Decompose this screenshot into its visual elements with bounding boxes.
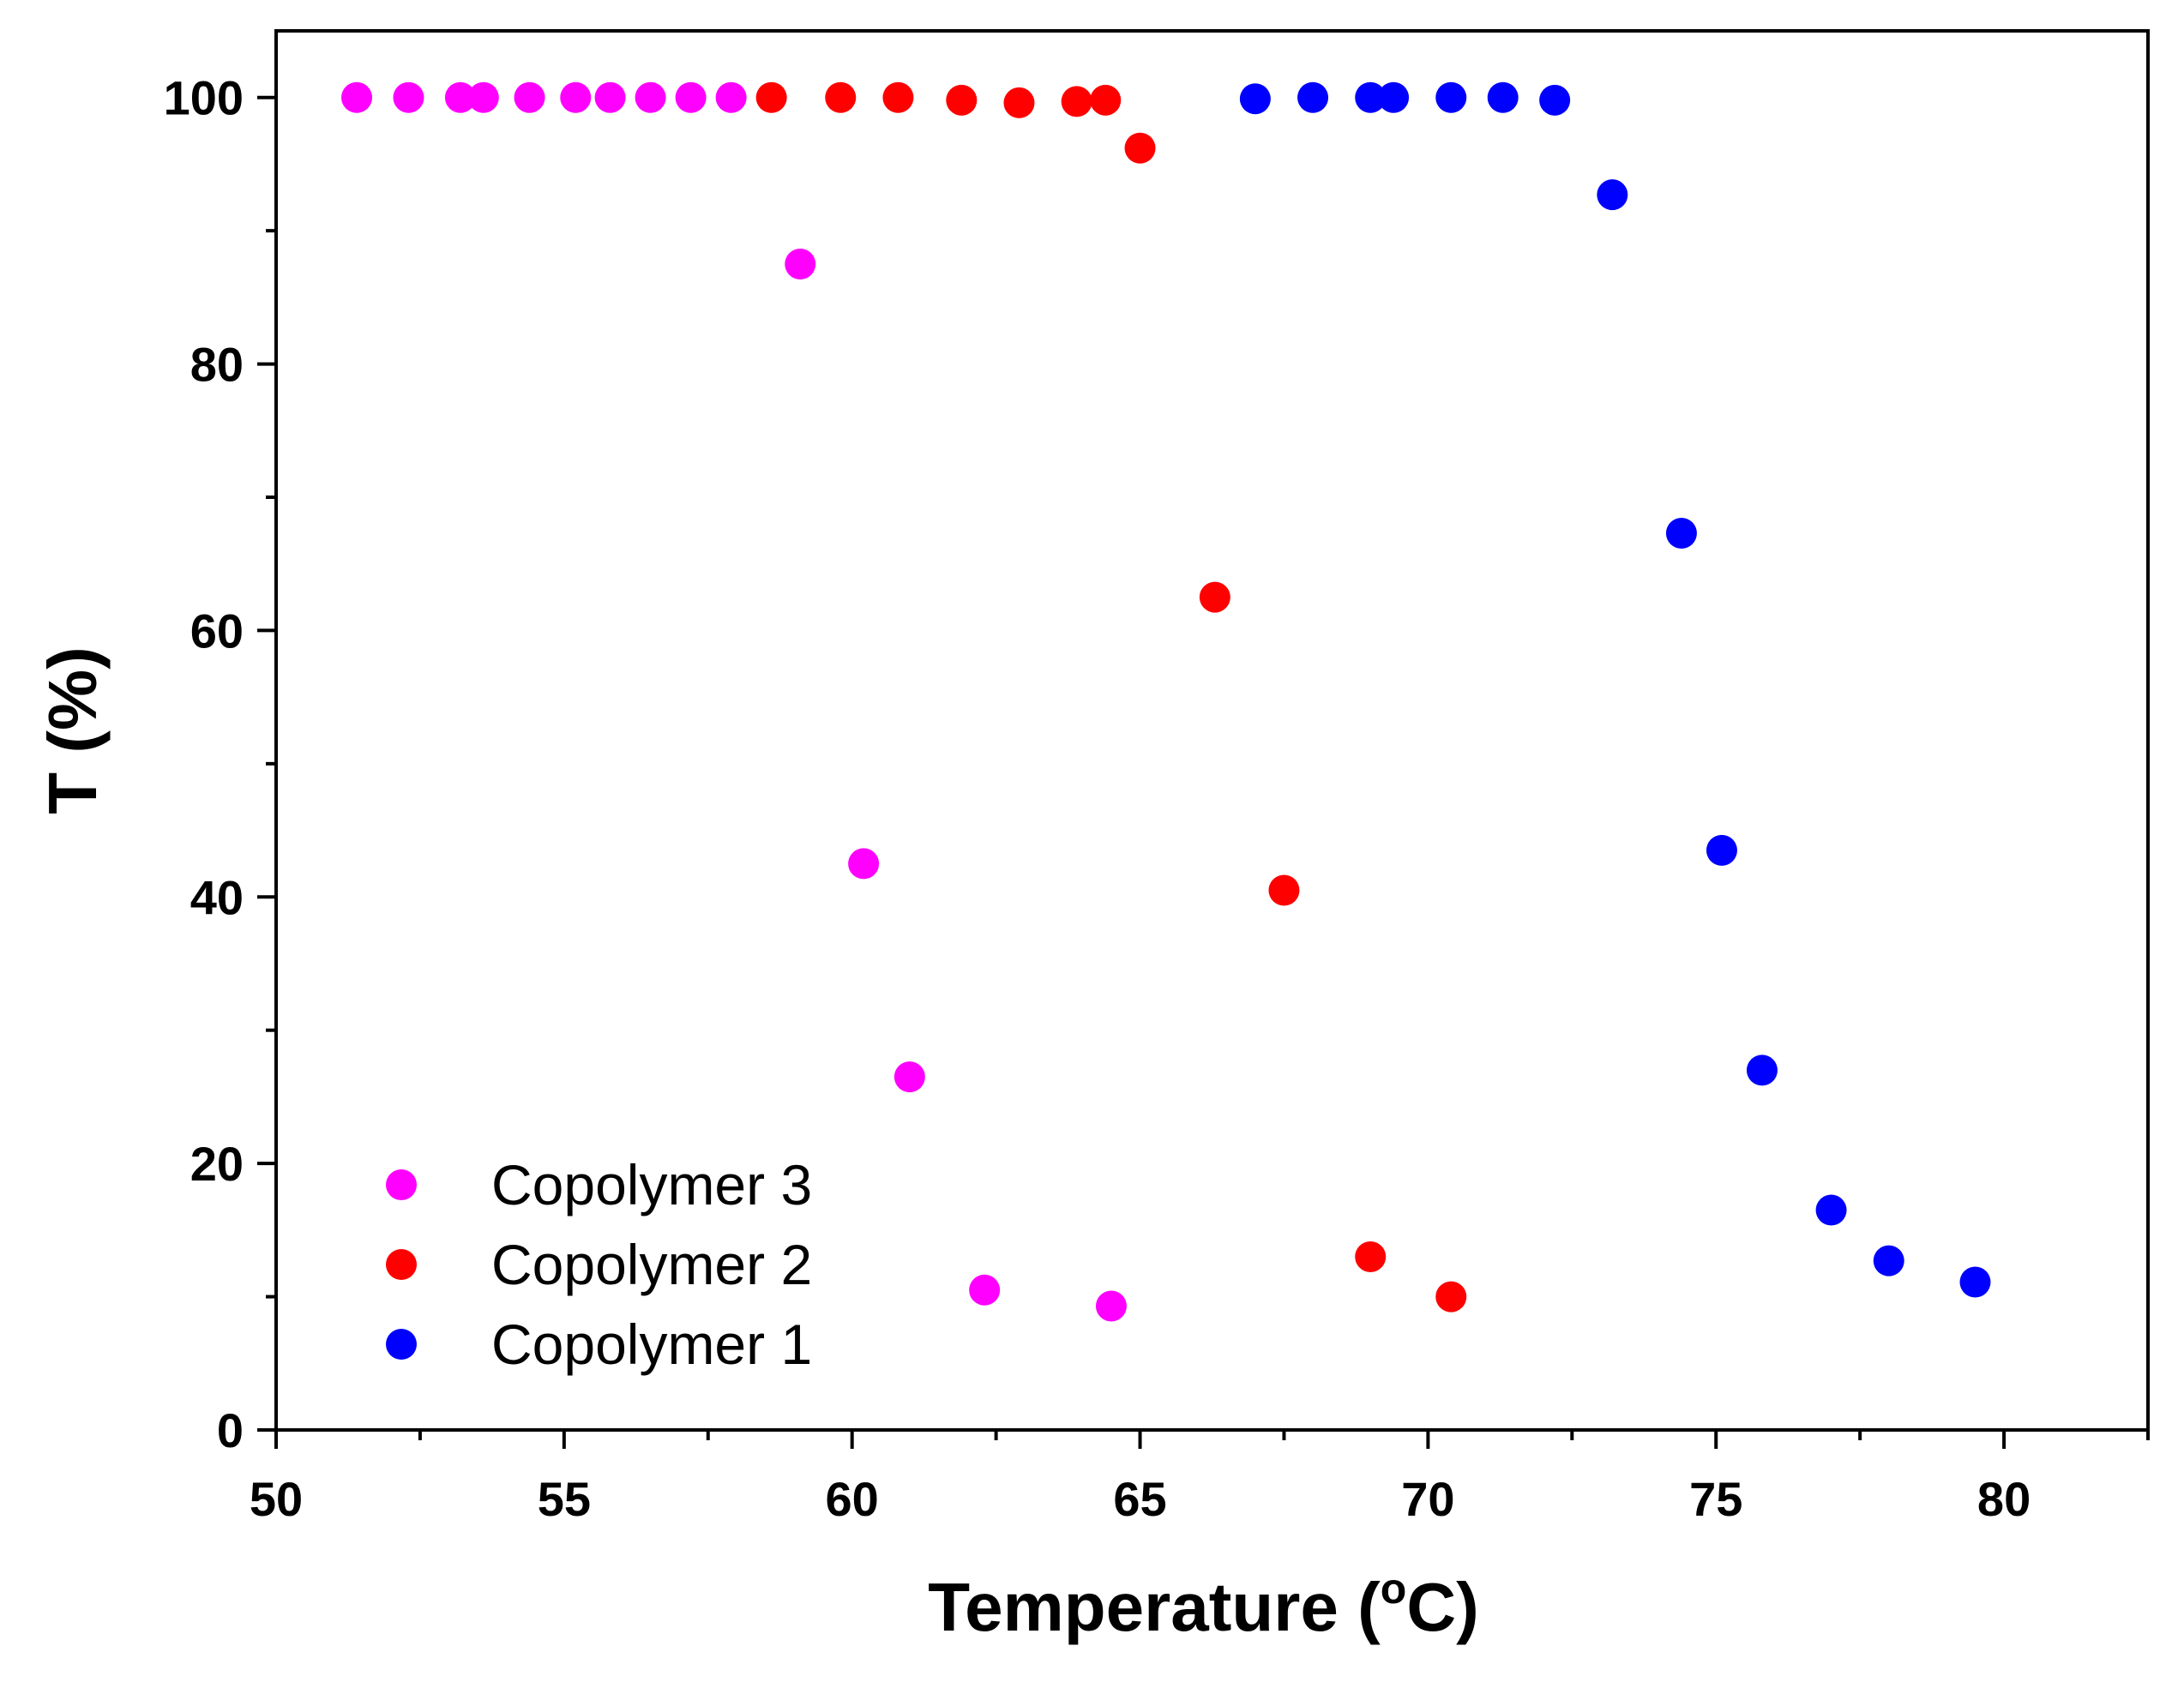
data-points: [341, 81, 1991, 1322]
x-axis-title-degree: o: [1381, 1565, 1407, 1613]
copolymer-1-point: [1873, 1245, 1904, 1277]
copolymer-2-point: [1061, 86, 1092, 117]
copolymer-1-point: [1539, 84, 1571, 116]
legend-label-copolymer-3: Copolymer 3: [491, 1153, 812, 1216]
copolymer-2-point: [1124, 132, 1156, 164]
copolymer-1-point: [1746, 1054, 1778, 1086]
y-tick-label: 40: [190, 870, 244, 924]
copolymer-1-point: [1706, 834, 1737, 866]
copolymer-3-point: [467, 81, 499, 113]
copolymer-3-point: [1095, 1290, 1127, 1322]
legend-marker-copolymer-2: [386, 1249, 417, 1280]
x-tick-label: 50: [250, 1472, 303, 1526]
copolymer-3-point: [715, 81, 747, 113]
copolymer-3-point: [848, 848, 880, 880]
x-tick-label: 80: [1977, 1472, 2031, 1526]
y-tick-label: 0: [217, 1403, 244, 1457]
y-tick-label: 100: [164, 71, 244, 125]
copolymer-1-point: [1378, 81, 1410, 113]
plot-area-frame: [274, 29, 2150, 1432]
copolymer-3-point: [785, 249, 816, 279]
copolymer-2-point: [825, 81, 857, 113]
copolymer-3-point: [635, 81, 666, 113]
copolymer-2-series: [755, 81, 1467, 1313]
copolymer-3-point: [594, 81, 626, 113]
y-axis-title: T (%): [34, 646, 111, 814]
copolymer-3-series: [341, 81, 1127, 1322]
copolymer-1-point: [1815, 1194, 1847, 1226]
copolymer-2-point: [1268, 874, 1300, 906]
copolymer-1-point: [1297, 81, 1329, 113]
copolymer-3-point: [675, 81, 707, 113]
copolymer-1-point: [1959, 1266, 1991, 1298]
x-tick-label: 75: [1689, 1472, 1742, 1526]
copolymer-3-point: [893, 1061, 925, 1093]
copolymer-1-point: [1487, 81, 1519, 113]
x-tick-label: 65: [1113, 1472, 1166, 1526]
y-tick-label: 20: [190, 1137, 244, 1191]
copolymer-2-point: [1199, 581, 1230, 613]
copolymer-2-point: [755, 81, 787, 113]
copolymer-2-point: [1355, 1240, 1387, 1272]
copolymer-1-point: [1239, 83, 1271, 115]
x-tick-label: 55: [538, 1472, 591, 1526]
y-tick-label: 80: [190, 338, 244, 392]
copolymer-3-point: [969, 1274, 1001, 1306]
copolymer-1-point: [1355, 81, 1387, 113]
copolymer-1-point: [1435, 81, 1467, 113]
y-tick-label: 60: [190, 604, 244, 658]
legend-label-copolymer-2: Copolymer 2: [491, 1233, 812, 1296]
copolymer-3-point: [444, 81, 476, 113]
axis-tick-labels: 50 55 60 65 70 75 80 0 20 40 60 80 100: [164, 71, 2031, 1526]
copolymer-3-point: [341, 81, 373, 113]
copolymer-3-point: [393, 81, 424, 113]
copolymer-2-point: [882, 81, 914, 113]
x-axis-title-main: Temperature (: [928, 1569, 1381, 1645]
copolymer-2-point: [1090, 84, 1122, 116]
copolymer-2-point: [1003, 87, 1035, 118]
copolymer-2-point: [1435, 1281, 1467, 1313]
copolymer-1-point: [1665, 517, 1697, 549]
copolymer-2-point: [946, 84, 978, 116]
x-axis-title: Temperature (oC): [928, 1565, 1479, 1645]
copolymer-1-point: [1597, 179, 1628, 211]
legend: Copolymer 3 Copolymer 2 Copolymer 1: [386, 1153, 812, 1376]
legend-marker-copolymer-1: [386, 1329, 417, 1360]
copolymer-1-series: [1239, 81, 1991, 1298]
x-tick-label: 70: [1401, 1472, 1454, 1526]
copolymer-3-point: [514, 81, 545, 113]
legend-marker-copolymer-3: [386, 1169, 417, 1200]
legend-label-copolymer-1: Copolymer 1: [491, 1313, 812, 1376]
copolymer-3-point: [560, 81, 592, 113]
x-axis-title-unit: C): [1406, 1569, 1478, 1645]
x-tick-label: 60: [826, 1472, 879, 1526]
